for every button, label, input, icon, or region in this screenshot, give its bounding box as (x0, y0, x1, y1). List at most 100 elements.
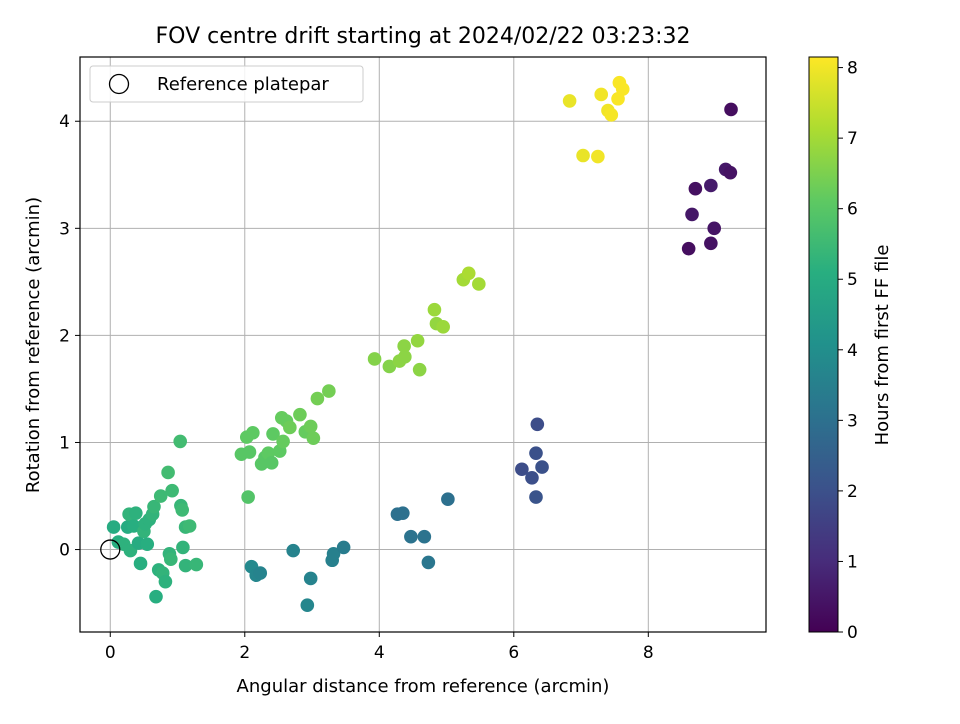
data-point (707, 221, 722, 236)
x-axis-label: Angular distance from reference (arcmin) (237, 676, 610, 697)
data-point (276, 434, 290, 449)
data-point (246, 426, 260, 440)
data-point (421, 555, 436, 570)
data-point (704, 178, 718, 193)
colorbar-ticks: 0 1 2 3 4 5 6 7 8 (838, 59, 858, 643)
axis-ticks: 0 2 4 6 8 0 1 2 3 4 (59, 112, 654, 663)
data-point (149, 589, 163, 604)
legend-label-reference: Reference platepar (157, 74, 329, 95)
x-tick-label: 6 (508, 643, 519, 663)
colorbar-tick-label: 5 (847, 270, 858, 290)
data-point (530, 417, 545, 432)
legend-box (89, 65, 364, 103)
data-point (515, 462, 529, 477)
colorbar-tick-label: 0 (847, 623, 858, 643)
x-tick-label: 4 (374, 643, 385, 663)
data-point (140, 537, 155, 551)
data-point (283, 420, 297, 435)
y-tick-label: 2 (59, 326, 70, 346)
x-tick-label: 2 (239, 643, 250, 663)
data-point (106, 520, 121, 534)
data-point (189, 557, 204, 572)
y-tick-label: 0 (59, 541, 70, 561)
y-tick-label: 3 (59, 219, 70, 239)
data-point (615, 82, 630, 96)
plot-frame (79, 56, 767, 633)
data-point (242, 445, 257, 459)
data-point (133, 556, 148, 571)
data-point (441, 492, 455, 507)
data-point (326, 547, 341, 561)
data-point (535, 460, 549, 474)
colorbar-tick-label: 1 (847, 552, 858, 572)
data-point (165, 483, 179, 498)
data-point (591, 149, 605, 164)
data-points (100, 75, 738, 613)
data-point (529, 446, 543, 460)
colorbar-tick-label: 4 (847, 341, 858, 361)
reference-point-marker (100, 539, 121, 560)
data-point (336, 540, 351, 555)
data-point (397, 339, 411, 353)
data-point (688, 181, 703, 196)
data-point (594, 87, 609, 102)
data-point (303, 571, 318, 586)
colorbar-label: Hours from first FF file (872, 245, 893, 446)
colorbar-gradient (808, 56, 839, 633)
x-tick-label: 8 (643, 643, 654, 663)
data-point (681, 241, 696, 256)
data-point (382, 359, 397, 374)
data-point (704, 236, 718, 251)
data-point (472, 277, 486, 291)
x-tick-label: 0 (105, 643, 116, 663)
data-point (412, 362, 427, 377)
chart-title: FOV centre drift starting at 2024/02/22 … (156, 24, 691, 49)
data-point (158, 574, 173, 589)
data-point (398, 350, 412, 364)
data-point (176, 540, 190, 555)
data-point (264, 456, 279, 470)
data-point (724, 102, 738, 117)
data-point (163, 552, 178, 566)
data-point (562, 94, 577, 108)
data-point (153, 489, 168, 503)
data-point (293, 407, 307, 422)
data-point (525, 471, 539, 485)
colorbar-tick-label: 8 (847, 59, 858, 79)
y-tick-label: 4 (59, 112, 70, 132)
data-point (306, 431, 321, 445)
data-point (461, 266, 476, 281)
legend: Reference platepar (89, 65, 364, 103)
data-point (303, 419, 318, 434)
data-point (723, 165, 738, 180)
data-point (253, 566, 268, 580)
data-point (182, 519, 197, 533)
data-point (129, 506, 143, 520)
colorbar-tick-label: 6 (847, 200, 858, 220)
data-point (404, 529, 418, 544)
data-point (310, 391, 325, 406)
data-point (241, 490, 255, 504)
data-point (286, 543, 300, 558)
colorbar: 0 1 2 3 4 5 6 7 8 Hours from first FF file (808, 56, 893, 643)
y-axis-label: Rotation from reference (arcmin) (23, 197, 44, 493)
data-point (410, 333, 425, 348)
data-point (604, 108, 619, 122)
data-point (529, 490, 543, 504)
data-point (685, 207, 699, 222)
data-point (436, 320, 450, 334)
y-tick-label: 1 (59, 433, 70, 453)
data-point (396, 506, 410, 520)
data-point (127, 519, 141, 533)
data-point (367, 352, 382, 366)
data-point (178, 558, 193, 573)
data-point (161, 465, 175, 480)
data-point (175, 503, 190, 517)
grid-lines (80, 57, 766, 632)
data-point (417, 529, 432, 544)
legend-marker-reference (108, 73, 130, 95)
data-point (576, 148, 590, 163)
data-point (427, 302, 442, 317)
